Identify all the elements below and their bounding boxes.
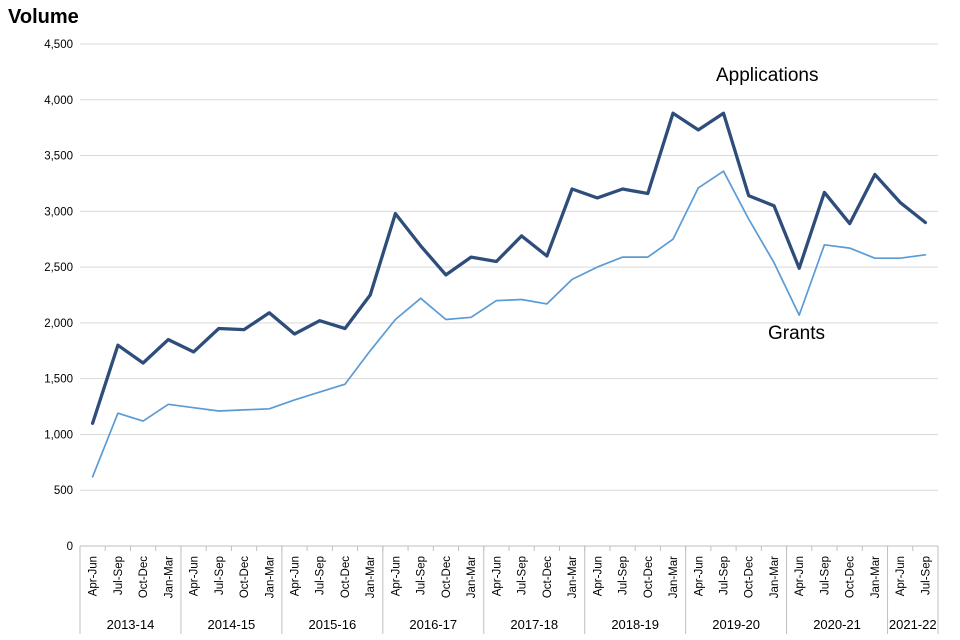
year-label: 2016-17 [409, 617, 457, 632]
quarter-label: Jan-Mar [466, 556, 478, 598]
year-label: 2014-15 [208, 617, 256, 632]
quarter-label: Jan-Mar [264, 556, 276, 598]
quarter-label: Jul-Sep [517, 556, 529, 595]
chart-title: Volume [8, 6, 79, 28]
quarter-label: Apr-Jun [189, 556, 201, 596]
quarter-label: Jul-Sep [719, 556, 731, 595]
quarter-label: Jul-Sep [113, 556, 125, 595]
series-line-grants [91, 170, 927, 478]
quarter-label: Apr-Jun [390, 556, 402, 596]
quarter-label: Oct-Dec [340, 556, 352, 598]
x-axis-ticks [79, 546, 939, 551]
year-label: 2018-19 [611, 617, 659, 632]
y-tick-label: 0 [67, 541, 73, 553]
y-tick-label: 2,500 [44, 262, 73, 274]
quarter-label: Jan-Mar [870, 556, 882, 598]
quarter-label: Jul-Sep [920, 556, 932, 595]
quarter-label: Oct-Dec [239, 556, 251, 598]
series-label-applications: Applications [716, 65, 818, 86]
quarter-label: Apr-Jun [290, 556, 302, 596]
quarter-label: Oct-Dec [845, 556, 857, 598]
quarter-label: Oct-Dec [643, 556, 655, 598]
quarter-label: Jul-Sep [416, 556, 428, 595]
year-label: 2021-22 [889, 617, 937, 632]
gridlines [80, 43, 938, 491]
y-tick-label: 500 [54, 485, 73, 497]
quarter-label: Jan-Mar [668, 556, 680, 598]
year-label: 2017-18 [510, 617, 558, 632]
quarter-label: Jul-Sep [315, 556, 327, 595]
quarter-label: Oct-Dec [542, 556, 554, 598]
y-tick-label: 3,500 [44, 151, 73, 163]
year-label: 2015-16 [308, 617, 356, 632]
year-label: 2013-14 [107, 617, 155, 632]
x-axis-label-area: Apr-Jun Jul-Sep Oct-Dec Jan-Mar 2013-14 Apr-J… [79, 546, 939, 634]
quarter-label: Jul-Sep [214, 556, 226, 595]
quarter-label: Apr-Jun [895, 556, 907, 596]
year-label: 2020-21 [813, 617, 861, 632]
series-lines [90, 111, 928, 478]
y-axis-labels: 0 500 1,000 1,500 2,000 2,500 3,000 3,500 4,000 4… [44, 39, 73, 553]
quarter-label: Oct-Dec [138, 556, 150, 598]
quarter-label: Jul-Sep [819, 556, 831, 595]
year-label: 2019-20 [712, 617, 760, 632]
y-tick-label: 1,000 [44, 429, 73, 441]
quarter-label: Jul-Sep [618, 556, 630, 595]
quarter-label: Apr-Jun [491, 556, 503, 596]
quarter-label: Apr-Jun [88, 556, 100, 596]
quarter-label: Jan-Mar [769, 556, 781, 598]
series-label-grants: Grants [768, 323, 825, 344]
quarter-label: Apr-Jun [592, 556, 604, 596]
y-tick-label: 1,500 [44, 374, 73, 386]
quarter-label: Jan-Mar [163, 556, 175, 598]
quarter-label: Apr-Jun [794, 556, 806, 596]
y-tick-label: 4,500 [44, 39, 73, 51]
quarter-label: Apr-Jun [693, 556, 705, 596]
quarter-label: Jan-Mar [365, 556, 377, 598]
series-line-applications [90, 111, 928, 425]
quarter-label: Oct-Dec [441, 556, 453, 598]
quarter-label: Oct-Dec [744, 556, 756, 598]
y-tick-label: 3,000 [44, 206, 73, 218]
y-tick-label: 4,000 [44, 95, 73, 107]
y-tick-label: 2,000 [44, 318, 73, 330]
quarter-label: Jan-Mar [567, 556, 579, 598]
